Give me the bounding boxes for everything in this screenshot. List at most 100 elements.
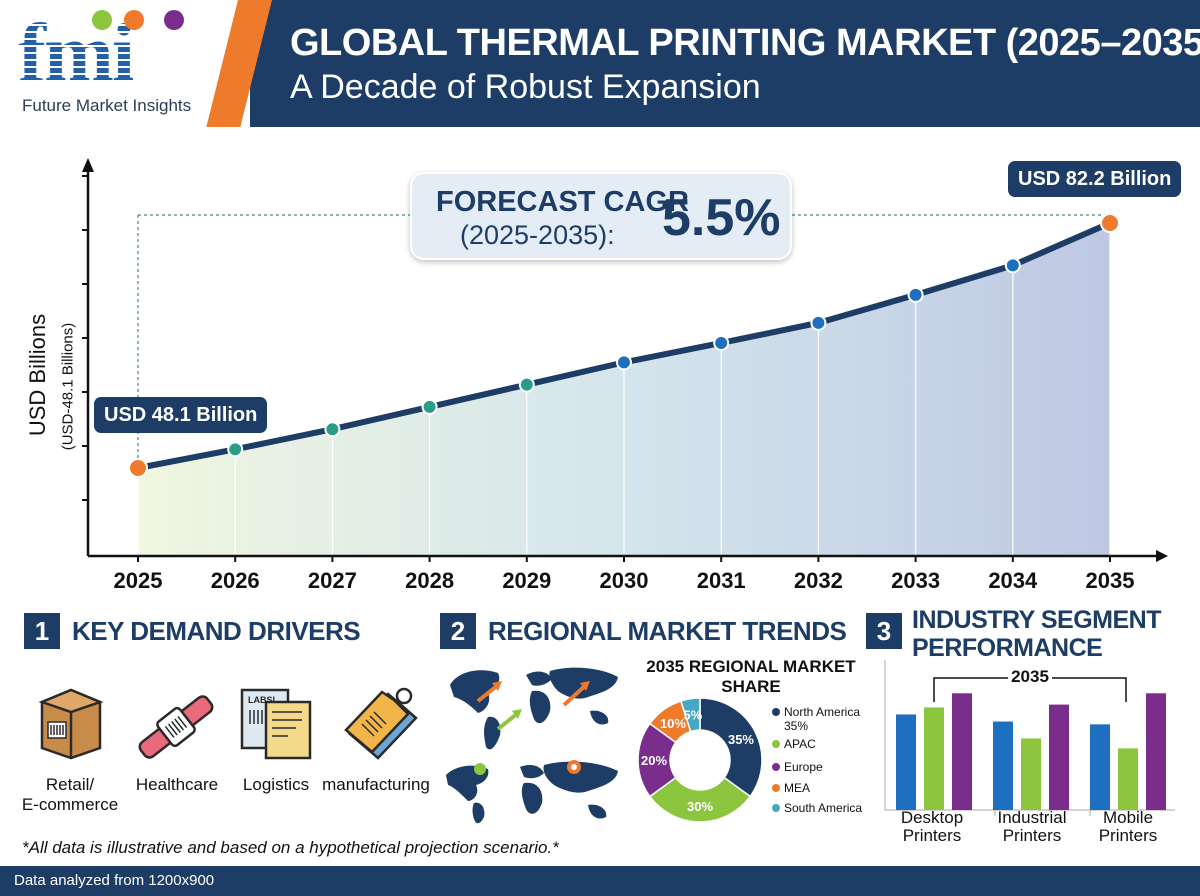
data-point — [128, 458, 148, 478]
y-axis-subtitle: (USD-48.1 Billions) — [59, 322, 77, 451]
segment-bar — [1021, 738, 1041, 810]
x-tick-label: 2031 — [697, 568, 746, 593]
legend-swatch — [772, 763, 780, 771]
brand-name: Future Market Insights — [22, 96, 192, 115]
pie-slice-label: 5% — [683, 708, 702, 723]
regional-share-donut: 35% 30% 20% 10%5% — [637, 697, 763, 823]
segment-label-line: Mobile — [1102, 808, 1154, 827]
header-banner: fmi Future Market Insights GLOBAL THERMA… — [0, 0, 1200, 127]
segment-bar — [993, 721, 1013, 810]
data-point — [810, 314, 827, 331]
end-value-callout: USD 82.2 Billion — [1008, 161, 1182, 197]
section-title: REGIONAL MARKET TRENDS — [488, 616, 847, 646]
section-number: 1 — [24, 613, 60, 649]
wristband-icon — [138, 695, 214, 759]
legend-label: APAC — [784, 737, 816, 751]
x-tick-label: 2030 — [600, 568, 649, 593]
driver-label-line: E-commerce — [21, 795, 119, 814]
start-value-callout: USD 48.1 Billion — [94, 397, 268, 433]
brand-logo: fmi — [18, 7, 135, 100]
x-tick-label: 2025 — [114, 568, 163, 593]
segment-bar — [924, 707, 944, 810]
legend-label: Europe — [784, 760, 823, 774]
section-number: 3 — [866, 613, 902, 649]
logo-globe-icon — [164, 10, 184, 30]
segment-label-line: Desktop — [900, 808, 964, 827]
legend-swatch — [772, 784, 780, 792]
data-point — [1100, 213, 1120, 233]
trend-arrow-icon — [476, 681, 590, 731]
driver-label-retail: Retail/ E-commerce — [10, 775, 130, 815]
segment-label-line: Printers — [1002, 826, 1062, 845]
package-icon — [38, 688, 104, 760]
year-bracket — [1052, 677, 1127, 702]
footnote: *All data is illustrative and based on a… — [22, 838, 559, 857]
segment-bar — [1118, 748, 1138, 810]
segment-label-line: Printers — [902, 826, 962, 845]
y-axis-arrow-icon — [82, 158, 94, 172]
barcode-tag-icon — [344, 687, 418, 760]
x-axis-arrow-icon — [1156, 550, 1168, 562]
section-number: 2 — [440, 613, 476, 649]
section-title: KEY DEMAND DRIVERS — [72, 616, 361, 646]
driver-label-healthcare: Healthcare — [135, 775, 219, 794]
driver-label-logistics: Logistics — [242, 775, 310, 794]
footer-bar: Data analyzed from 1200x900 — [0, 866, 1200, 896]
cagr-callout: FORECAST CAGR (2025-2035): 5.5% — [410, 172, 792, 260]
pie-slice-label: 20% — [641, 753, 667, 768]
segment-year-label: 2035 — [1011, 667, 1049, 686]
x-tick-label: 2028 — [405, 568, 454, 593]
section-title: PERFORMANCE — [912, 634, 1103, 662]
segment-bar — [952, 693, 972, 810]
data-point — [713, 334, 730, 351]
logo-globe-icon — [92, 10, 112, 30]
footer-text: Data analyzed from 1200x900 — [14, 872, 215, 889]
cagr-label: FORECAST CAGR — [436, 186, 689, 218]
page-title: GLOBAL THERMAL PRINTING MARKET (2025–203… — [290, 22, 1200, 64]
driver-label-manufacturing: manufacturing — [322, 775, 430, 794]
cagr-period: (2025-2035): — [460, 220, 615, 250]
segment-bar — [1146, 693, 1166, 810]
segment-bar — [896, 714, 916, 810]
data-point — [1004, 257, 1021, 274]
x-tick-label: 2035 — [1086, 568, 1135, 593]
year-bracket — [933, 677, 1008, 702]
segment-bar-chart: 2035 — [884, 660, 1175, 816]
cagr-value: 5.5% — [662, 189, 781, 247]
x-tick-label: 2032 — [794, 568, 843, 593]
section-title: INDUSTRY SEGMENT — [912, 606, 1161, 634]
x-tick-label: 2033 — [891, 568, 940, 593]
x-tick-label: 2027 — [308, 568, 357, 593]
segment-label-line: Printers — [1098, 826, 1158, 845]
pie-slice — [648, 776, 752, 823]
x-tick-label: 2026 — [211, 568, 260, 593]
x-tick-label: 2029 — [502, 568, 551, 593]
data-point — [324, 421, 341, 438]
segment-label-line: Industrial — [997, 808, 1067, 827]
x-tick-label: 2034 — [988, 568, 1038, 593]
legend-swatch — [772, 740, 780, 748]
data-point — [421, 398, 438, 415]
pie-slice — [699, 697, 763, 798]
data-point — [518, 376, 535, 393]
legend-swatch — [772, 708, 780, 716]
segment-bar — [1090, 724, 1110, 810]
legend-label: North America 35% — [784, 705, 861, 733]
doc-label-text: LABSL — [248, 695, 278, 705]
y-axis-title: USD Billions — [25, 313, 50, 437]
pie-slice — [679, 697, 701, 733]
legend-label: MEA — [784, 781, 811, 795]
legend-label: South America — [784, 801, 863, 815]
segment-label: Mobile Printers — [1076, 809, 1180, 845]
pie-slice-label: 10% — [660, 716, 686, 731]
data-point — [616, 354, 632, 371]
page-subtitle: A Decade of Robust Expansion — [290, 68, 761, 106]
data-point — [907, 286, 924, 303]
segment-label: Industrial Printers — [980, 809, 1084, 845]
driver-label-line: Retail/ — [45, 775, 95, 794]
segment-label: Desktop Printers — [880, 809, 984, 845]
data-point — [227, 441, 244, 458]
label-documents-icon: LABSL — [240, 688, 312, 760]
segment-bar — [1049, 704, 1069, 810]
